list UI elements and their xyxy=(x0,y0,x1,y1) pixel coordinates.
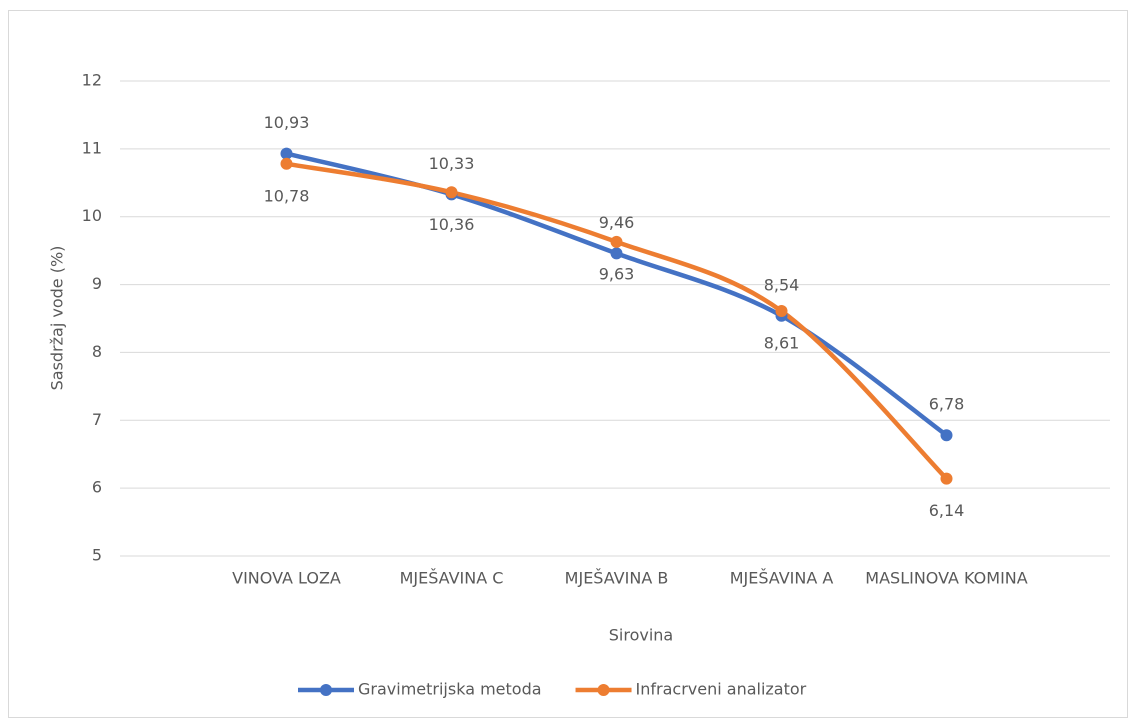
data-label: 8,54 xyxy=(764,275,800,294)
y-tick-label: 10 xyxy=(82,206,102,225)
data-label: 10,36 xyxy=(429,215,475,234)
x-axis-label: Sirovina xyxy=(609,626,673,645)
data-point xyxy=(775,305,788,318)
data-label: 10,93 xyxy=(264,113,310,132)
x-tick-label: MJEŠAVINA A xyxy=(730,569,834,588)
y-tick-label: 6 xyxy=(92,478,102,497)
legend-marker xyxy=(320,684,332,696)
data-point xyxy=(940,429,953,442)
data-label: 8,61 xyxy=(764,334,800,353)
data-label: 10,78 xyxy=(264,186,310,205)
chart-border xyxy=(8,10,1128,718)
y-tick-label: 8 xyxy=(92,342,102,361)
legend-label: Infracrveni analizator xyxy=(636,680,807,699)
legend-marker xyxy=(597,684,610,696)
y-tick-label: 7 xyxy=(92,410,102,429)
data-label: 9,46 xyxy=(599,213,635,232)
data-label: 9,63 xyxy=(599,264,635,283)
data-point xyxy=(445,186,458,199)
y-axis-label: Sasdržaj vode (%) xyxy=(48,246,67,391)
x-tick-label: MJEŠAVINA C xyxy=(400,569,504,588)
data-point xyxy=(610,235,623,248)
series-line xyxy=(284,161,949,481)
y-tick-label: 9 xyxy=(92,274,102,293)
data-label: 6,14 xyxy=(929,501,965,520)
x-tick-label: MJEŠAVINA B xyxy=(565,569,669,588)
data-point xyxy=(280,147,293,160)
x-tick-label: VINOVA LOZA xyxy=(232,569,341,588)
data-point xyxy=(940,472,953,485)
y-tick-label: 5 xyxy=(92,546,102,565)
y-tick-label: 11 xyxy=(82,138,102,157)
y-tick-label: 12 xyxy=(82,71,102,90)
x-tick-label: MASLINOVA KOMINA xyxy=(865,569,1027,588)
data-point xyxy=(280,157,293,170)
data-label: 10,33 xyxy=(429,154,475,173)
data-point xyxy=(610,247,623,260)
legend-label: Gravimetrijska metoda xyxy=(358,680,542,699)
data-label: 6,78 xyxy=(929,395,965,414)
